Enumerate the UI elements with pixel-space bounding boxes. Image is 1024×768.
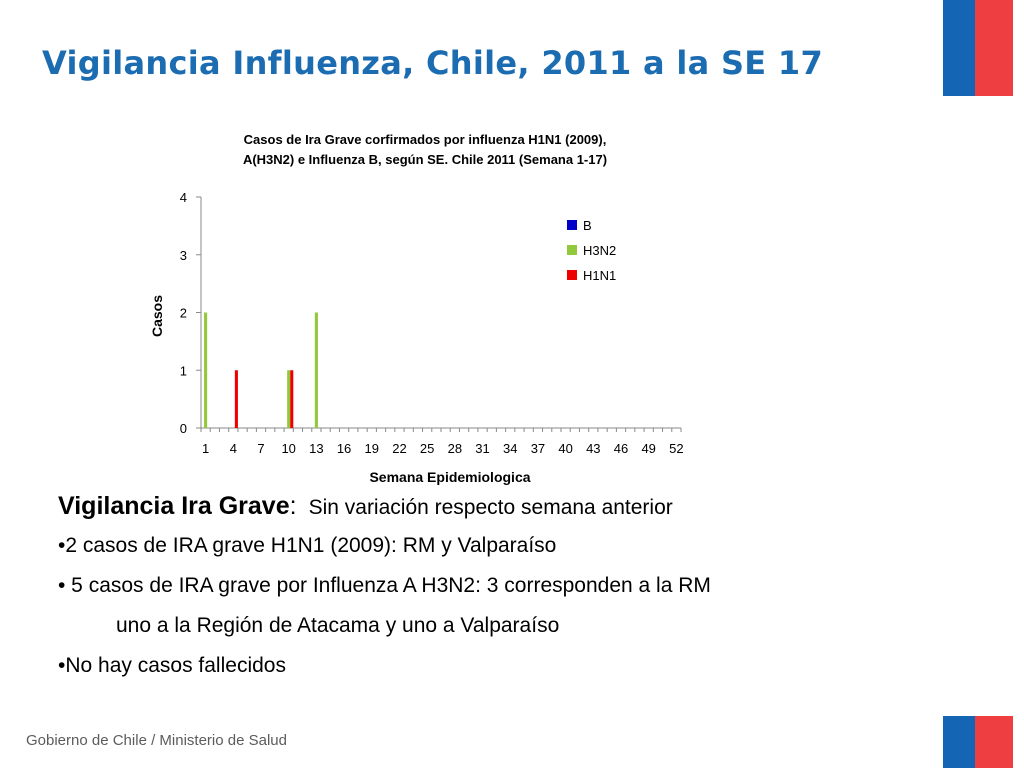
x-axis-label: Semana Epidemiologica [369, 469, 530, 485]
x-tick-label: 28 [448, 441, 462, 456]
x-tick-label: 4 [230, 441, 237, 456]
bullet-h3n2-continued: uno a la Región de Atacama y uno a Valpa… [116, 614, 560, 637]
flag-top-right [943, 0, 1013, 96]
bar-h1n1-week-10 [290, 370, 294, 428]
y-tick-label: 3 [180, 248, 187, 263]
slide-title: Vigilancia Influenza, Chile, 2011 a la S… [42, 44, 824, 82]
bars [204, 312, 318, 428]
x-tick-label: 37 [531, 441, 545, 456]
x-tick-label: 49 [641, 441, 655, 456]
bar-h3n2-week-1 [204, 312, 208, 428]
x-tick-label: 40 [558, 441, 572, 456]
y-tick-label: 2 [180, 306, 187, 321]
x-tick-label: 43 [586, 441, 600, 456]
chart-title-line-1: Casos de Ira Grave corfirmados por influ… [243, 132, 607, 147]
bar-h1n1-week-4 [234, 370, 238, 428]
legend-label-b: B [583, 218, 592, 233]
summary-heading: Vigilancia Ira Grave: Sin variación respe… [58, 488, 938, 526]
x-tick-label: 1 [202, 441, 209, 456]
x-tick-label: 13 [309, 441, 323, 456]
x-tick-label: 34 [503, 441, 517, 456]
footer-text: Gobierno de Chile / Ministerio de Salud [26, 732, 287, 749]
x-tick-label: 10 [281, 441, 295, 456]
summary-text: Vigilancia Ira Grave: Sin variación respe… [58, 488, 938, 686]
summary-heading-bold: Vigilancia Ira Grave [58, 492, 290, 520]
x-tick-label: 46 [614, 441, 628, 456]
legend-label-h1n1: H1N1 [583, 268, 616, 283]
bullet-h3n2: • 5 casos de IRA grave por Influenza A H… [58, 574, 711, 597]
x-tick-label: 19 [365, 441, 379, 456]
legend-swatch-b [567, 220, 577, 230]
x-tick-label: 16 [337, 441, 351, 456]
bar-h3n2-week-10 [287, 370, 291, 428]
flag-bottom-right [943, 716, 1013, 768]
y-tick-label: 4 [180, 190, 187, 205]
x-tick-label: 52 [669, 441, 683, 456]
chart-title-line-2: A(H3N2) e Influenza B, según SE. Chile 2… [242, 152, 608, 167]
y-axis-label: Casos [149, 295, 165, 337]
legend-label-h3n2: H3N2 [583, 243, 616, 258]
y-tick-label: 0 [180, 421, 187, 436]
x-tick-label: 25 [420, 441, 434, 456]
y-tick-label: 1 [180, 363, 187, 378]
bar-h3n2-week-13 [314, 312, 318, 428]
legend: B H3N2 H1N1 [567, 218, 616, 283]
legend-swatch-h3n2 [567, 245, 577, 255]
legend-swatch-h1n1 [567, 270, 577, 280]
y-axis: 0 1 2 3 4 [180, 190, 202, 436]
x-tick-label: 7 [257, 441, 264, 456]
bullet-deaths: •No hay casos fallecidos [58, 654, 286, 677]
summary-heading-sub: Sin variación respecto semana anterior [308, 496, 673, 519]
bullet-h1n1: •2 casos de IRA grave H1N1 (2009): RM y … [58, 534, 557, 557]
x-axis: 1 4 7 10 13 16 19 22 25 28 31 34 37 40 43 46 49 52 [200, 427, 684, 456]
x-tick-label: 31 [475, 441, 489, 456]
chart-title: Casos de Ira Grave corfirmados por influ… [190, 130, 660, 170]
x-tick-label: 22 [392, 441, 406, 456]
summary-heading-colon: : [289, 492, 297, 520]
